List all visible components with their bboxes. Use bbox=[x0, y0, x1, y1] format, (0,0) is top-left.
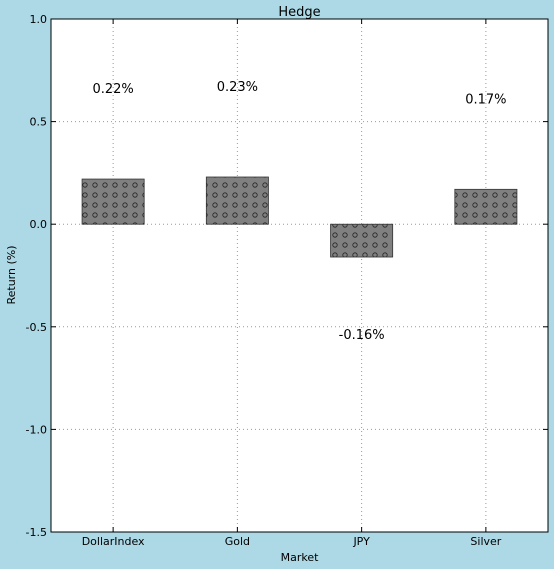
plot-area bbox=[51, 19, 548, 532]
data-label: 0.17% bbox=[465, 92, 506, 107]
y-tick-label: -0.5 bbox=[26, 321, 47, 334]
x-axis-label: Market bbox=[281, 551, 319, 564]
y-tick-label: 1.0 bbox=[30, 13, 48, 26]
data-label: 0.22% bbox=[92, 82, 133, 97]
plot-frame bbox=[50, 18, 549, 533]
bars bbox=[81, 176, 518, 258]
x-tick-label: DollarIndex bbox=[82, 535, 145, 548]
bar-dollarindex bbox=[81, 178, 145, 225]
y-tick-label: -1.5 bbox=[26, 526, 47, 539]
x-tick-label: Silver bbox=[470, 535, 501, 548]
x-tick-label: JPY bbox=[352, 535, 370, 548]
y-axis-label: Return (%) bbox=[5, 245, 18, 304]
bar-gold bbox=[205, 176, 269, 225]
bar-jpy bbox=[330, 223, 394, 258]
y-axis-ticks: 1.0 0.5 0.0 -0.5 -1.0 -1.5 bbox=[26, 13, 548, 539]
data-label: -0.16% bbox=[339, 328, 385, 343]
x-axis-ticks: DollarIndex Gold JPY Silver bbox=[82, 19, 502, 548]
data-label: 0.23% bbox=[217, 80, 258, 95]
y-tick-label: 0.0 bbox=[30, 218, 48, 231]
y-tick-label: -1.0 bbox=[26, 423, 47, 436]
data-labels: 0.22% 0.23% -0.16% 0.17% bbox=[92, 80, 506, 343]
bar-silver bbox=[454, 188, 518, 225]
chart-title: Hedge bbox=[278, 5, 320, 20]
x-tick-label: Gold bbox=[225, 535, 250, 548]
y-tick-label: 0.5 bbox=[30, 116, 48, 129]
